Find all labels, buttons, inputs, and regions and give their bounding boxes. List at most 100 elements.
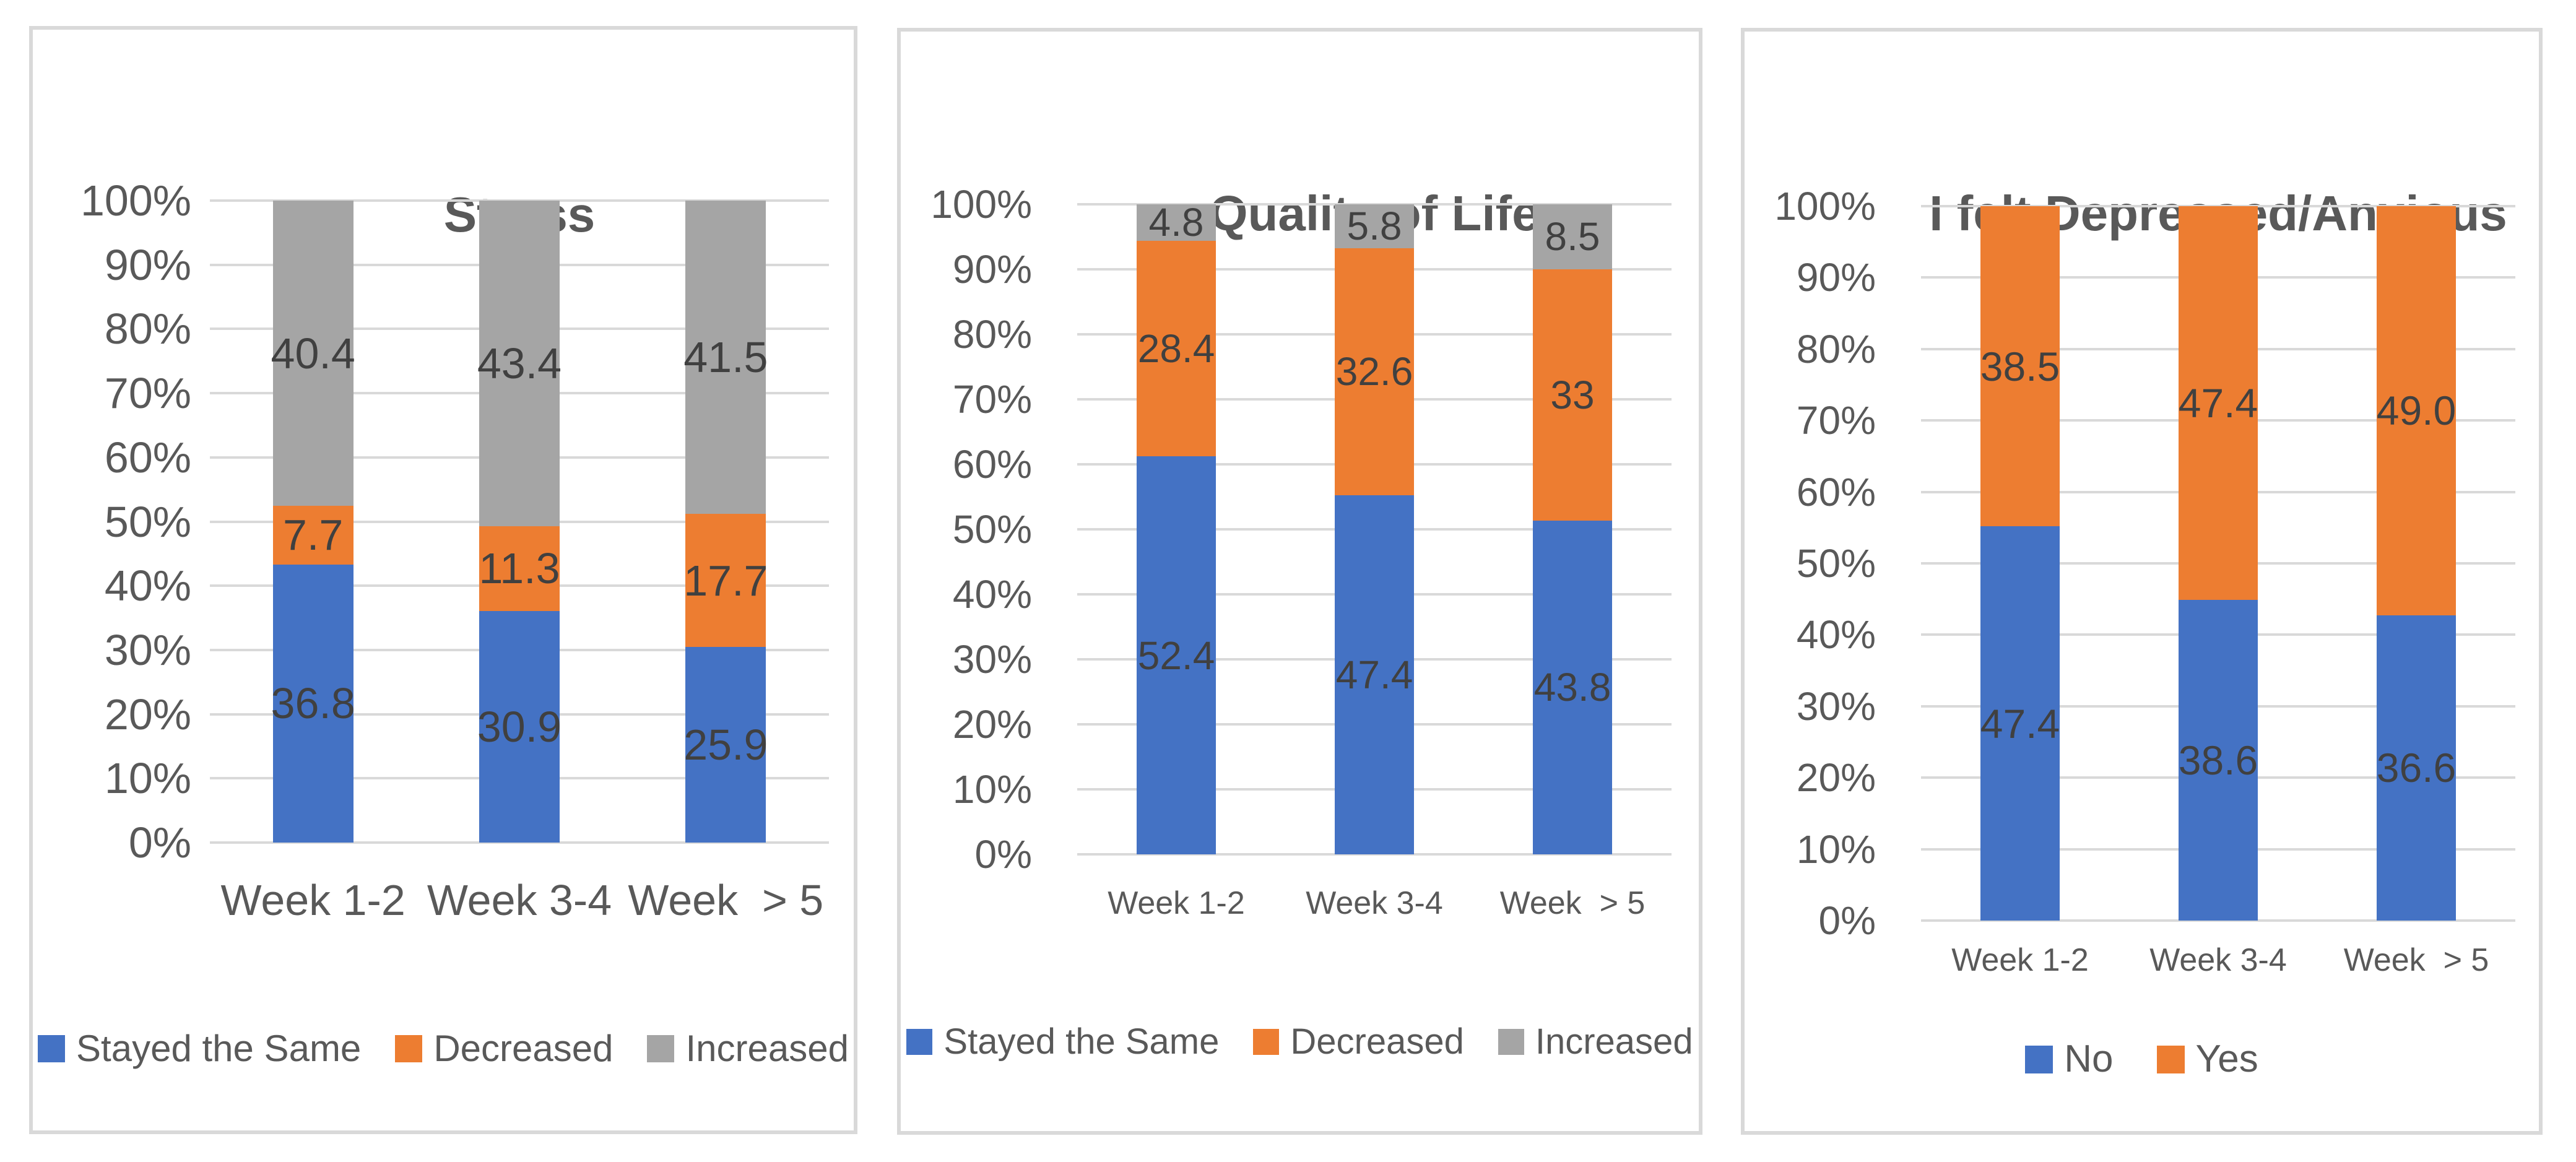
y-axis-tick-label: 70% bbox=[1796, 398, 1876, 443]
y-axis-tick-label: 10% bbox=[1796, 826, 1876, 872]
bar-value-label: 25.9 bbox=[683, 721, 768, 770]
bar-value-label: 8.5 bbox=[1545, 214, 1600, 259]
bar-segment-increased bbox=[1137, 204, 1216, 241]
y-axis-tick-label: 60% bbox=[952, 442, 1032, 487]
legend-label: Increased bbox=[685, 1028, 849, 1069]
legend: Stayed the Same Decreased Increased bbox=[33, 1030, 854, 1067]
x-axis-category-label: Week 1-2 bbox=[220, 876, 405, 924]
legend: Stayed the Same Decreased Increased bbox=[901, 1024, 1699, 1060]
y-axis-tick-label: 0% bbox=[128, 818, 191, 867]
y-axis-tick-label: 40% bbox=[104, 561, 191, 610]
y-axis-tick-label: 30% bbox=[104, 625, 191, 674]
y-axis-tick-label: 100% bbox=[930, 182, 1032, 227]
y-axis-tick-label: 80% bbox=[104, 305, 191, 353]
legend-label: Stayed the Same bbox=[76, 1028, 362, 1069]
bar-segment-stayed-the-same bbox=[1137, 456, 1216, 854]
legend-swatch-icon bbox=[647, 1035, 675, 1062]
legend-swatch-icon bbox=[1498, 1029, 1524, 1055]
y-axis-tick-label: 50% bbox=[1796, 541, 1876, 586]
y-axis-tick-label: 60% bbox=[1796, 469, 1876, 514]
legend-item-no: No bbox=[2025, 1038, 2114, 1080]
bar-segment-decreased bbox=[685, 513, 766, 648]
bar-value-label: 11.3 bbox=[479, 544, 560, 593]
legend-swatch-icon bbox=[2025, 1045, 2053, 1073]
x-axis-category-label: Week 3-4 bbox=[2149, 942, 2287, 978]
bar-value-label: 47.4 bbox=[1335, 652, 1413, 697]
y-axis-tick-label: 30% bbox=[952, 637, 1032, 682]
bar-segment-increased bbox=[272, 201, 353, 506]
legend-swatch-icon bbox=[1253, 1029, 1280, 1055]
x-axis-category-label: Week > 5 bbox=[2343, 942, 2489, 978]
bar-value-label: 41.5 bbox=[683, 332, 768, 381]
bar-segment-no bbox=[1980, 526, 2060, 921]
legend-swatch-icon bbox=[2156, 1045, 2185, 1073]
bar-segment-decreased bbox=[1137, 240, 1216, 457]
legend-swatch-icon bbox=[38, 1035, 66, 1062]
x-axis-line bbox=[1921, 919, 2515, 922]
legend-label: No bbox=[2064, 1038, 2114, 1080]
chart-panel-stress: Stress 100%90%80%70%60%50%40%30%20%10%0%… bbox=[29, 26, 857, 1134]
bar-value-label: 30.9 bbox=[477, 702, 562, 751]
bar-value-label: 43.4 bbox=[477, 339, 562, 388]
bar-value-label: 28.4 bbox=[1137, 326, 1215, 371]
y-axis-tick-label: 50% bbox=[952, 507, 1032, 552]
x-axis-category-label: Week > 5 bbox=[1499, 885, 1646, 921]
x-axis-category-label: Week > 5 bbox=[628, 876, 824, 924]
y-axis-tick-label: 40% bbox=[1796, 612, 1876, 657]
bar-value-label: 38.5 bbox=[1980, 343, 2060, 389]
x-axis-category-label: Week 3-4 bbox=[1306, 885, 1443, 921]
y-axis-tick-label: 70% bbox=[952, 377, 1032, 422]
y-axis-tick-label: 0% bbox=[1818, 898, 1876, 943]
legend-label: Decreased bbox=[433, 1028, 614, 1069]
bar-value-label: 32.6 bbox=[1335, 349, 1413, 394]
legend: No Yes bbox=[1745, 1040, 2539, 1078]
y-axis-tick-label: 10% bbox=[104, 754, 191, 803]
legend-item-decreased: Decreased bbox=[1253, 1024, 1464, 1060]
x-axis-line bbox=[210, 841, 829, 844]
bar-segment-no bbox=[2377, 615, 2456, 921]
x-axis-category-label: Week 1-2 bbox=[1951, 942, 2089, 978]
bar-segment-stayed-the-same bbox=[685, 647, 766, 843]
x-axis-line bbox=[1077, 853, 1672, 856]
legend-label: Increased bbox=[1535, 1021, 1693, 1062]
bar-segment-stayed-the-same bbox=[479, 610, 560, 843]
y-axis-tick-label: 30% bbox=[1796, 683, 1876, 729]
bar-value-label: 36.6 bbox=[2376, 745, 2457, 791]
bar-value-label: 17.7 bbox=[683, 556, 768, 605]
bar-segment-decreased bbox=[479, 526, 560, 611]
bar-segment-yes bbox=[1980, 206, 2060, 527]
y-axis-tick-label: 40% bbox=[952, 572, 1032, 617]
bar-segment-no bbox=[2179, 600, 2258, 921]
y-axis-tick-label: 10% bbox=[952, 767, 1032, 812]
x-axis-category-label: Week 1-2 bbox=[1108, 885, 1245, 921]
bar-value-label: 38.6 bbox=[2178, 737, 2258, 784]
y-axis-tick-label: 70% bbox=[104, 369, 191, 418]
y-axis-tick-label: 20% bbox=[952, 702, 1032, 747]
legend-item-stayed-the-same: Stayed the Same bbox=[38, 1030, 361, 1067]
y-axis-tick-label: 80% bbox=[952, 312, 1032, 357]
bar-segment-yes bbox=[2377, 206, 2456, 615]
y-axis-tick-label: 90% bbox=[104, 240, 191, 289]
legend-swatch-icon bbox=[906, 1029, 933, 1055]
y-axis-tick-label: 100% bbox=[80, 176, 191, 225]
y-axis-tick-label: 80% bbox=[1796, 326, 1876, 371]
bar-value-label: 7.7 bbox=[283, 511, 344, 560]
bar-value-label: 33 bbox=[1550, 372, 1595, 417]
y-axis-tick-label: 90% bbox=[952, 247, 1032, 292]
bar-segment-increased bbox=[1335, 204, 1414, 248]
legend-label: Yes bbox=[2195, 1038, 2258, 1080]
bar-segment-stayed-the-same bbox=[1533, 520, 1612, 854]
legend-item-decreased: Decreased bbox=[395, 1030, 613, 1067]
legend-swatch-icon bbox=[395, 1035, 423, 1062]
bar-value-label: 4.8 bbox=[1148, 200, 1204, 245]
bar-segment-yes bbox=[2179, 206, 2258, 601]
y-axis-tick-label: 0% bbox=[974, 832, 1033, 877]
bar-value-label: 36.8 bbox=[271, 679, 355, 728]
bar-segment-stayed-the-same bbox=[1335, 495, 1414, 854]
chart-panel-quality-of-life: Quality of Life 100% 90% 80% 70% 60% 50% 40% 30… bbox=[897, 28, 1702, 1135]
bar-value-label: 47.4 bbox=[2178, 380, 2258, 427]
y-axis-tick-label: 60% bbox=[104, 433, 191, 482]
legend-label: Stayed the Same bbox=[943, 1021, 1220, 1062]
bar-segment-increased bbox=[685, 201, 766, 514]
